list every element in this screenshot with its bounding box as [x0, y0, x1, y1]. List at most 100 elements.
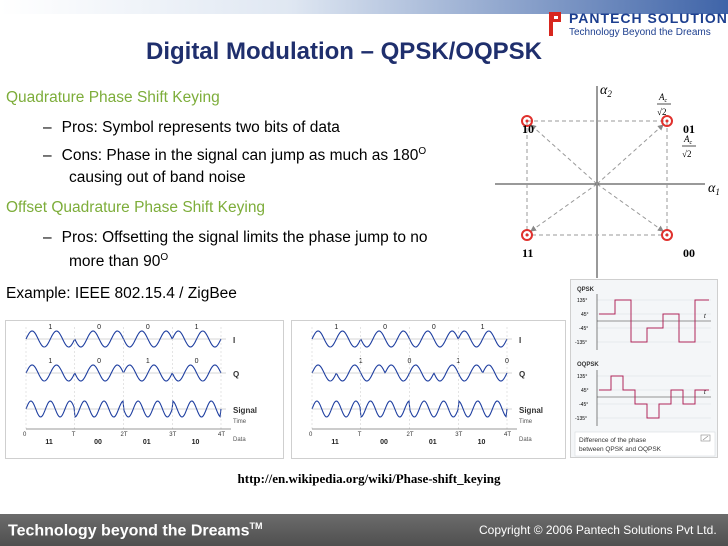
qpsk-cons-item: – Cons: Phase in the signal can jump as m… [43, 146, 426, 166]
qpsk-signal-label: Signal [233, 406, 257, 415]
footer-bar: Technology beyond the DreamsTM Copyright… [0, 514, 728, 546]
constellation-point-11 [521, 229, 533, 241]
qpsk-tick-label: 0 [23, 432, 27, 438]
point-label-10: 10 [522, 122, 534, 136]
qpsk-i-bit: 1 [48, 324, 52, 331]
qpsk-figure-caption [10, 440, 279, 455]
oqpsk-t-label: t [704, 390, 706, 396]
qpsk-symbol-label: 00 [94, 439, 102, 446]
bullet-dash: – [43, 229, 52, 246]
oqpsk-symbol-label: 01 [429, 439, 437, 446]
qpsk-q-bit: 0 [195, 358, 199, 365]
qpsk-tick-label: 4T [218, 432, 225, 438]
degree-superscript: O [418, 145, 427, 157]
oqpsk-tick-label: 0 [309, 432, 313, 438]
qpsk-pros-item: – Pros: Symbol represents two bits of dat… [43, 118, 340, 138]
oqpsk-tick-m45: -45° [579, 402, 588, 408]
oqpsk-figure-caption [296, 440, 561, 455]
oqpsk-tick-45: 45° [581, 388, 589, 394]
qpsk-t-label: t [704, 314, 706, 320]
qpsk-tick-45: 45° [581, 312, 589, 318]
axis-x-label: α1 [708, 181, 720, 197]
oqpsk-time-label: Time [519, 419, 533, 425]
oqpsk-tick-135: 135° [577, 374, 587, 380]
qpsk-q-bit: 1 [146, 358, 150, 365]
phase-caption-line2: between QPSK and OQPSK [579, 446, 662, 453]
phase-difference-diagram: QPSK OQPSK t 135° 45° -45° -135° t 135° … [574, 287, 716, 457]
qpsk-heading: Quadrature Phase Shift Keying [6, 89, 220, 106]
qpsk-pros-text: Pros: Symbol represents two bits of data [61, 119, 340, 136]
qpsk-q-label: Q [233, 370, 239, 379]
oqpsk-pros-text: Pros: Offsetting the signal limits the p… [61, 229, 428, 246]
qpsk-i-bit: 0 [97, 324, 101, 331]
constellation-point-00 [661, 229, 673, 241]
qpsk-timing-figure: I 1 0 0 1 Q 1 0 1 0 Signal Time Data 0 T 2T 3T 4T 11 00 01 10 [5, 320, 284, 459]
oqpsk-phase-trace [599, 375, 709, 419]
logo-tagline: Technology Beyond the Dreams [569, 27, 711, 38]
footer-copyright: Copyright © 2006 Pantech Solutions Pvt L… [479, 523, 717, 537]
oqpsk-i-bit: 1 [334, 324, 338, 331]
slide-title: Digital Modulation – QPSK/OQPSK [145, 38, 543, 65]
vector-00 [596, 183, 664, 232]
qpsk-i-bit: 1 [195, 324, 199, 331]
oqpsk-pros-line2: more than 90O [69, 251, 169, 270]
oqpsk-i-bit: 0 [383, 324, 387, 331]
oqpsk-data-label: Data [519, 437, 532, 443]
qpsk-constellation-diagram: 10 01 11 00 α2 α1 Ac √2 Ac √2 [495, 83, 720, 278]
qpsk-symbol-label: 01 [143, 439, 151, 446]
oqpsk-symbol-label: 11 [331, 439, 339, 446]
qpsk-tick-135: 135° [577, 298, 587, 304]
qpsk-cons-text: Cons: Phase in the signal can jump as mu… [61, 147, 419, 164]
oqpsk-q-label: Q [519, 370, 525, 379]
bullet-dash: – [43, 147, 52, 164]
amplitude-fraction-right: Ac √2 [682, 134, 696, 159]
vector-01 [596, 124, 664, 185]
point-label-00: 00 [683, 246, 695, 260]
oqpsk-tick-label: 2T [407, 432, 414, 438]
oqpsk-i-bit: 1 [481, 324, 485, 331]
pantech-logo-icon [549, 12, 561, 36]
qpsk-tick-label: 2T [121, 432, 128, 438]
vector-10 [530, 124, 598, 185]
constellation-square [526, 120, 668, 236]
oqpsk-q-bit: 0 [505, 358, 509, 365]
svg-text:Ac: Ac [683, 134, 693, 146]
qpsk-time-label: Time [233, 419, 247, 425]
qpsk-data-label: Data [233, 437, 246, 443]
qpsk-i-label: I [233, 336, 235, 345]
qpsk-tick-label: 3T [169, 432, 176, 438]
qpsk-q-bit: 0 [97, 358, 101, 365]
point-label-01: 01 [683, 122, 695, 136]
trademark-mark: TM [249, 521, 263, 531]
oqpsk-tick-m135: -135° [575, 416, 587, 422]
point-label-11: 11 [522, 246, 533, 260]
oqpsk-q-bit: 1 [359, 358, 363, 365]
footer-tagline: Technology beyond the DreamsTM [8, 521, 263, 540]
oqpsk-q-bit: 0 [408, 358, 412, 365]
qpsk-i-bit: 0 [146, 324, 150, 331]
constellation-point-01 [661, 115, 673, 127]
company-logo: PANTECH SOLUTIONS Technology Beyond the … [545, 10, 728, 46]
qpsk-tick-label: T [72, 432, 76, 438]
qpsk-phase-label: QPSK [577, 287, 595, 293]
oqpsk-signal-waveform [311, 400, 508, 418]
qpsk-tick-m135: -135° [575, 340, 587, 346]
oqpsk-symbol-label: 10 [478, 439, 486, 446]
qpsk-tick-m45: -45° [579, 326, 588, 332]
source-url[interactable]: http://en.wikipedia.org/wiki/Phase-shift… [237, 471, 501, 486]
oqpsk-i-bit: 0 [432, 324, 436, 331]
qpsk-symbol-label: 11 [45, 439, 53, 446]
qpsk-cons-line2: causing out of band noise [69, 169, 246, 186]
qpsk-signal-waveform [25, 400, 222, 418]
oqpsk-tick-label: 4T [504, 432, 511, 438]
oqpsk-signal-label: Signal [519, 406, 543, 415]
phase-difference-figure: QPSK OQPSK t 135° 45° -45° -135° t 135° … [570, 279, 718, 458]
oqpsk-symbol-label: 00 [380, 439, 388, 446]
phase-caption-line1: Difference of the phase [579, 437, 646, 444]
header-gradient-band [0, 0, 728, 14]
expand-icon[interactable] [700, 434, 711, 442]
amplitude-fraction-top: Ac √2 [657, 92, 671, 117]
oqpsk-phase-label: OQPSK [577, 362, 599, 368]
svg-text:Ac: Ac [658, 92, 668, 104]
